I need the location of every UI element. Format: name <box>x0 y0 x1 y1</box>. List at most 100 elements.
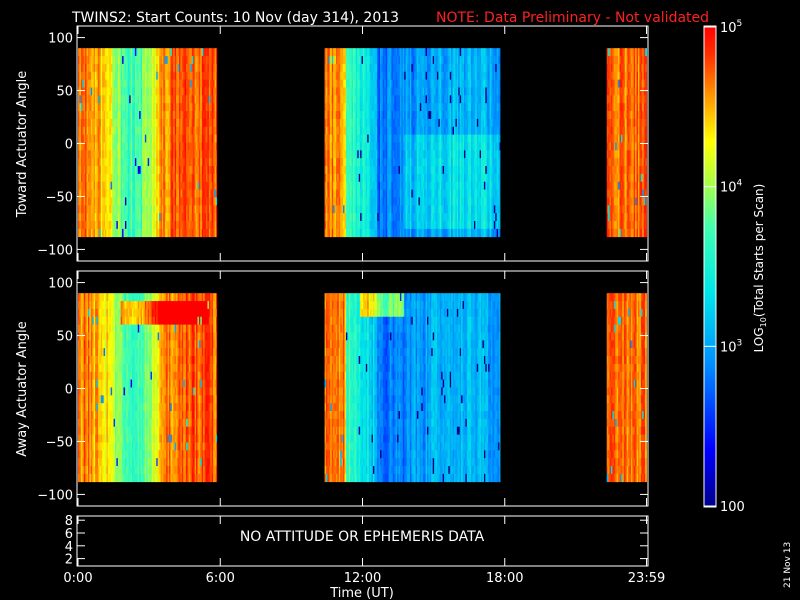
heatmap-cell <box>132 205 134 214</box>
heatmap-cell <box>167 173 170 183</box>
heatmap-cell <box>114 56 117 65</box>
heatmap-cell <box>173 197 176 206</box>
heatmap-cell <box>119 118 122 128</box>
heatmap-cell <box>198 111 201 120</box>
heatmap-cell <box>176 142 178 151</box>
heatmap-cell <box>136 103 139 112</box>
heatmap-cell <box>79 134 82 143</box>
heatmap-cell <box>167 79 170 88</box>
heatmap-cell <box>184 103 187 112</box>
heatmap-cell <box>200 103 203 112</box>
heatmap-cell <box>133 213 136 222</box>
heatmap-cell <box>136 126 139 135</box>
heatmap-cell <box>112 63 114 73</box>
heatmap-cell <box>174 79 177 88</box>
heatmap-cell <box>186 173 188 183</box>
heatmap-cell <box>130 87 133 96</box>
heatmap-cell <box>122 181 124 190</box>
heatmap-cell <box>187 213 190 222</box>
heatmap-cell <box>144 111 147 120</box>
heatmap-cell <box>180 103 183 112</box>
heatmap-cell <box>78 142 80 151</box>
heatmap-cell <box>214 189 217 198</box>
heatmap-cell <box>132 63 134 73</box>
heatmap-cell <box>149 189 151 198</box>
heatmap-cell <box>93 142 96 151</box>
heatmap-cell <box>174 220 177 230</box>
heatmap-cell <box>78 228 80 238</box>
heatmap-cell <box>193 79 196 88</box>
heatmap-cell <box>143 126 146 135</box>
heatmap-cell <box>142 150 144 159</box>
heatmap-cell <box>167 134 170 143</box>
heatmap-cell <box>210 213 213 222</box>
heatmap-cell <box>170 181 173 190</box>
heatmap-cell <box>167 103 170 112</box>
heatmap-cell <box>341 79 344 88</box>
heatmap-cell <box>345 197 348 206</box>
heatmap-cell <box>137 48 140 57</box>
heatmap-cell <box>127 181 130 190</box>
heatmap-cell <box>333 87 335 96</box>
heatmap-cell <box>343 95 345 104</box>
heatmap-cell <box>188 63 191 73</box>
heatmap-cell <box>86 228 89 238</box>
heatmap-cell <box>174 95 177 104</box>
heatmap-cell <box>215 220 218 230</box>
heatmap-cell <box>139 173 141 183</box>
heatmap-cell <box>174 126 177 135</box>
heatmap-cell <box>184 95 187 104</box>
heatmap-cell <box>96 158 99 167</box>
heatmap-cell <box>112 111 114 120</box>
heatmap-cell <box>85 126 87 135</box>
heatmap-cell <box>166 71 169 80</box>
heatmap-cell <box>201 142 204 151</box>
heatmap-cell <box>83 158 86 167</box>
heatmap-cell <box>157 48 160 57</box>
heatmap-cell <box>180 126 183 135</box>
heatmap-cell <box>343 126 345 135</box>
heatmap-cell <box>93 87 96 96</box>
heatmap-cell <box>147 111 150 120</box>
heatmap-cell <box>215 142 218 151</box>
heatmap-cell <box>200 56 203 65</box>
heatmap-cell <box>173 205 176 214</box>
heatmap-cell <box>103 56 106 65</box>
heatmap-cell <box>169 197 171 206</box>
heatmap-cell <box>190 142 193 151</box>
heatmap-cell <box>122 213 124 222</box>
heatmap-cell <box>147 166 150 175</box>
heatmap-cell <box>350 189 352 198</box>
heatmap-cell <box>338 56 341 65</box>
heatmap-cell <box>147 181 150 190</box>
heatmap-cell <box>86 158 89 167</box>
heatmap-cell <box>344 63 347 73</box>
heatmap-cell <box>190 48 193 57</box>
heatmap-cell <box>130 142 133 151</box>
heatmap-cell <box>170 189 173 198</box>
heatmap-cell <box>343 166 345 175</box>
heatmap-cell <box>213 79 215 88</box>
heatmap-cell <box>106 220 109 230</box>
heatmap-cell <box>354 103 357 112</box>
heatmap-cell <box>344 87 347 96</box>
heatmap-cell <box>177 118 180 128</box>
heatmap-cell <box>109 111 112 120</box>
heatmap-cell <box>127 134 130 143</box>
heatmap-cell <box>161 142 164 151</box>
heatmap-cell <box>85 189 87 198</box>
heatmap-cell <box>203 213 205 222</box>
heatmap-cell <box>154 189 157 198</box>
heatmap-cell <box>126 220 129 230</box>
heatmap-cell <box>134 213 137 222</box>
heatmap-cell <box>351 189 354 198</box>
heatmap-cell <box>169 134 171 143</box>
heatmap-cell <box>136 197 139 206</box>
heatmap-cell <box>170 158 173 167</box>
heatmap-cell <box>147 48 150 57</box>
heatmap-cell <box>170 87 173 96</box>
heatmap-cell <box>335 173 338 183</box>
heatmap-cell <box>78 158 80 167</box>
heatmap-cell <box>99 118 102 128</box>
heatmap-cell <box>105 95 107 104</box>
